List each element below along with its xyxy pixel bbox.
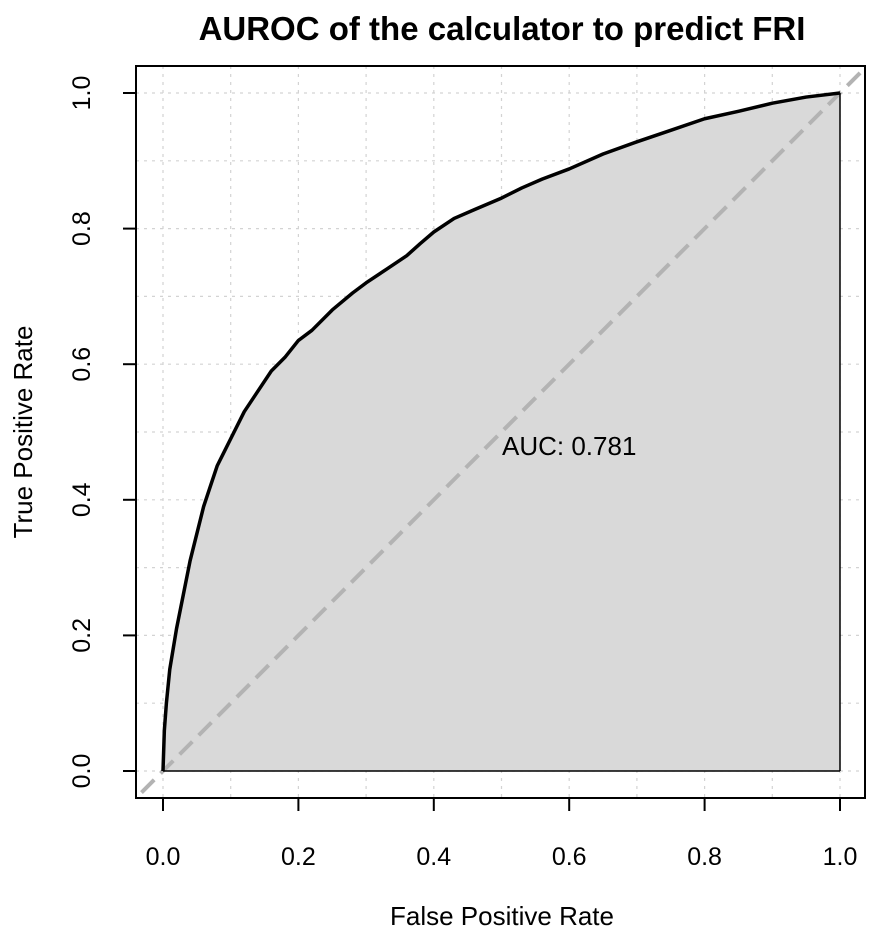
plot-frame — [135, 65, 866, 799]
y-tick-label: 0.0 — [68, 754, 96, 789]
x-axis-title: False Positive Rate — [390, 901, 614, 931]
x-tick-label: 0.4 — [416, 843, 451, 871]
chart-title: AUROC of the calculator to predict FRI — [199, 10, 806, 47]
x-axis: 0.0 0.2 0.4 0.6 0.8 1.0 — [146, 798, 858, 871]
x-tick-label: 0.8 — [687, 843, 722, 871]
y-tick-label: 0.8 — [68, 211, 96, 246]
x-tick-label: 0.2 — [281, 843, 316, 871]
x-tick-label: 0.6 — [552, 843, 587, 871]
auc-annotation: AUC: 0.781 — [502, 431, 636, 461]
x-tick-label: 0.0 — [146, 843, 181, 871]
y-tick-label: 0.2 — [68, 618, 96, 653]
x-tick-label: 1.0 — [823, 843, 858, 871]
y-tick-label: 0.4 — [68, 482, 96, 517]
roc-curve-line — [161, 91, 841, 772]
y-axis-title: True Positive Rate — [8, 326, 38, 539]
chance-reference-line — [136, 66, 865, 798]
y-tick-label: 0.6 — [68, 347, 96, 382]
y-axis: 0.0 0.2 0.4 0.6 0.8 1.0 — [68, 76, 136, 789]
y-tick-label: 1.0 — [68, 76, 96, 111]
